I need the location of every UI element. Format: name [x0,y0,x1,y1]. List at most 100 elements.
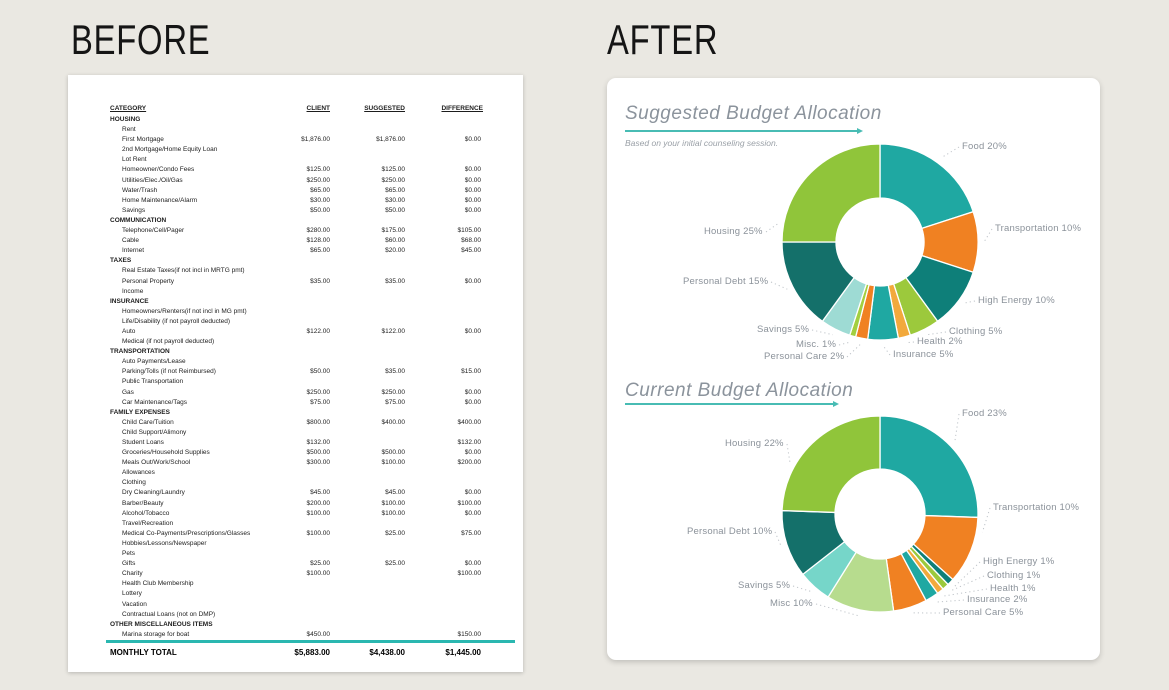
leader-line [765,223,778,233]
table-row: Contractual Loans (not on DMP) [110,610,511,620]
donut-slice-housing [781,415,881,514]
difference-value: $0.00 [464,166,481,174]
donut-slice-personal-care [854,283,876,340]
suggested-value: $100.00 [381,499,406,507]
suggested-value: $65.00 [385,186,405,194]
difference-value: $400.00 [457,418,482,426]
table-body: HOUSING Rent First Mortgage $1,876.00 $1,876… [110,115,511,640]
row-label: Parking/Tolls (if not Reimbursed) [122,368,216,376]
leader-line [935,599,965,603]
row-label: Real Estate Taxes(if not incl in MRTG pm… [122,267,245,275]
row-label: Health Club Membership [122,580,194,588]
donut-slice-transportation [921,210,979,274]
difference-value: $68.00 [461,237,481,245]
client-value: $30.00 [310,196,330,204]
client-value: $500.00 [306,449,331,457]
difference-value: $0.00 [464,489,481,497]
row-label: Clothing [122,479,146,487]
row-label: FAMILY EXPENSES [110,408,170,416]
table-row: Water/Trash $65.00 $65.00 $0.00 [110,186,511,196]
suggested-value: $125.00 [381,166,406,174]
client-value: $200.00 [306,499,331,507]
row-label: Contractual Loans (not on DMP) [122,610,216,618]
difference-value: $0.00 [464,277,481,285]
table-row: First Mortgage $1,876.00 $1,876.00 $0.00 [110,135,511,145]
table-row: Student Loans $132.00 $132.00 [110,438,511,448]
client-value: $25.00 [310,560,330,568]
row-label: Meals Out/Work/School [122,459,191,467]
suggested-value: $122.00 [381,327,406,335]
donut-slice-high-energy [910,543,954,586]
suggested-value: $25.00 [385,560,405,568]
suggested-value: $45.00 [385,489,405,497]
table-row: Pets [110,549,511,559]
chart-label-insurance: Insurance 2% [967,594,1028,605]
table-row: Internet $65.00 $20.00 $45.00 [110,246,511,256]
suggested-value: $50.00 [385,206,405,214]
chart-label-misc-: Misc. 1% [796,339,837,350]
leader-line [811,329,833,336]
before-budget-document: CATEGORY CLIENT SUGGESTED DIFFERENCE HOU… [68,75,523,672]
table-row: Alcohol/Tobacco $100.00 $100.00 $0.00 [110,509,511,519]
suggested-value: $250.00 [381,388,406,396]
leader-line [940,146,960,159]
row-label: Vacation [122,600,147,608]
leader-line [954,561,981,587]
donut-slice-misc- [848,283,870,338]
after-charts-card: Suggested Budget Allocation Based on you… [607,78,1100,660]
table-row: Life/Disability (if not payroll deducted… [110,317,511,327]
donut-slice-insurance [866,284,900,341]
row-label: Marina storage for boat [122,630,190,638]
table-row: Lottery [110,589,511,599]
client-value: $100.00 [306,529,331,537]
table-row: Marina storage for boat $450.00 $150.00 [110,630,511,640]
row-label: Lot Rent [122,156,147,164]
chart-label-health: Health 2% [917,336,963,347]
chart-label-clothing: Clothing 1% [987,570,1041,581]
row-label: Homeowners/Renters(if not incl in MG pmt… [122,307,247,315]
monthly-total-suggested: $4,438.00 [369,648,405,657]
difference-value: $100.00 [457,499,482,507]
suggested-value: $250.00 [381,176,406,184]
suggested-value: $1,876.00 [376,136,405,144]
table-row: Child Care/Tuition $800.00 $400.00 $400.00 [110,418,511,428]
table-row: Rent [110,125,511,135]
suggested-value: $60.00 [385,237,405,245]
table-row: Dry Cleaning/Laundry $45.00 $45.00 $0.00 [110,488,511,498]
table-row: Travel/Recreation [110,519,511,529]
table-row: Auto $122.00 $122.00 $0.00 [110,327,511,337]
leader-line [882,345,891,356]
column-header-suggested: SUGGESTED [364,105,405,112]
suggested-value: $35.00 [385,277,405,285]
difference-value: $0.00 [464,186,481,194]
client-value: $250.00 [306,388,331,396]
donut-slice-food [879,415,979,519]
chart-label-insurance: Insurance 5% [893,349,954,360]
chart-label-housing: Housing 25% [704,226,763,237]
client-value: $65.00 [310,247,330,255]
leader-line [927,331,947,336]
donut-slice-insurance [900,549,939,602]
client-value: $1,876.00 [301,136,330,144]
client-value: $800.00 [306,418,331,426]
leader-line [774,531,782,547]
section-row: COMMUNICATION [110,216,511,226]
difference-value: $0.00 [464,398,481,406]
client-value: $50.00 [310,206,330,214]
leader-line [905,341,915,344]
row-label: Alcohol/Tobacco [122,509,170,517]
table-row: Utilities/Elec./Oil/Gas $250.00 $250.00 $0.… [110,176,511,186]
chart-label-savings: Savings 5% [757,324,810,335]
client-value: $125.00 [306,166,331,174]
leader-line [792,585,811,592]
table-row: Child Support/Alimony [110,428,511,438]
client-value: $280.00 [306,227,331,235]
row-label: Gas [122,388,134,396]
table-row: Medical (if not payroll deducted) [110,337,511,347]
difference-value: $200.00 [457,459,482,467]
client-value: $35.00 [310,277,330,285]
donut-slice-food [879,143,975,230]
table-row: Medical Co-Payments/Prescriptions/Glasse… [110,529,511,539]
table-row: Cable $128.00 $60.00 $68.00 [110,236,511,246]
suggested-chart-subtitle: Based on your initial counseling session… [625,138,779,148]
